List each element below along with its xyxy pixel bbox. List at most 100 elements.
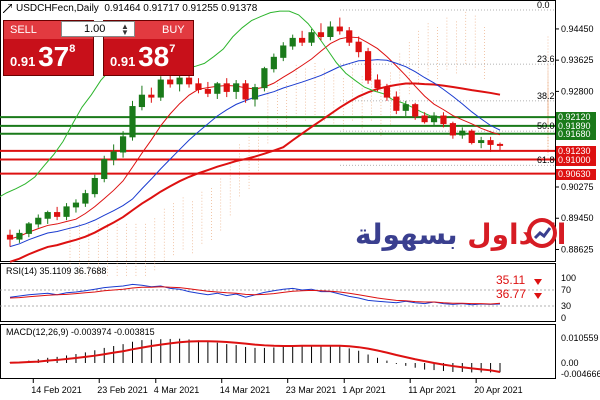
horizontal-levels: 0.0 23.6 38.2 50.0 61.8 [0,0,555,175]
price-tag: 0.91680 [556,128,596,140]
candle-bear [487,140,494,145]
sell-price-sup: 8 [69,43,76,55]
fibo-label: 50.0 [537,121,555,131]
candle-bear [6,234,14,240]
candle-bear [204,89,211,94]
candle-bull [176,77,183,85]
candle-bull [157,79,164,98]
price-tag: 0.91890 [556,120,596,132]
candle-bull [119,136,127,153]
candle-bull [25,223,32,234]
candle-bull [63,206,70,217]
candle-bull [91,177,98,195]
fibo-label: 61.8 [537,155,555,165]
sell-price: 0.91 378 [10,43,75,71]
rsi-tick-label: 0 [561,313,566,323]
watermark-logo: التداول بسهولة [355,214,566,258]
buy-price-sup: 7 [169,43,176,55]
candle-bear [374,79,381,89]
ohlc-values: 0.91464 0.91717 0.91255 0.91378 [104,3,258,14]
rsi-pane-border [0,263,556,322]
candle-bear [412,104,419,117]
chart-symbol-icon [3,4,12,13]
rsi-tick-label: 30 [561,301,571,311]
candle-bull [110,151,117,161]
fibo-label: 38.2 [537,91,555,101]
candle-bear [468,130,475,144]
price-tag: 0.91230 [556,145,596,157]
candle-bull [72,202,80,208]
fibo-label: 23.6 [537,54,555,64]
candle-bull [270,56,277,70]
time-tick-label: 20 Apr 2021 [474,385,523,395]
candle-bull [289,37,296,47]
rsi-arrow-down-icon [534,279,542,285]
candle-bear [185,77,193,85]
candle-bull [261,68,268,89]
lagging-span-line [0,10,441,198]
candle-bull [280,45,287,58]
fibo-label: 0.0 [537,0,550,10]
time-tick-label: 14 Feb 2021 [31,385,82,395]
candle-bear [242,83,249,100]
candle-bull [402,104,409,111]
main-pane-border [0,0,556,262]
time-tick-label: 11 Apr 2021 [408,385,456,395]
candle-bull [82,193,89,204]
rsi-value-2: 36.77 [496,287,526,301]
candle-bear [223,83,230,92]
candle-bear [317,32,325,38]
price-tag: 0.92120 [556,112,596,124]
candle-bull [214,83,221,94]
lot-stepper-icon[interactable]: ▲ ▼ [121,22,129,37]
chart-header: USDCHFecn,Daily 0.91464 0.91717 0.91255 … [16,3,257,14]
candle-bull [430,115,438,123]
time-tick-label: 23 Mar 2021 [286,385,337,395]
candle-bull [327,26,334,38]
macd-title: MACD(12,26,9) -0.003974 -0.003815 [6,327,155,337]
macd-tick-label: 0.010559 [561,333,599,343]
macd-tick-label: -0.004666 [561,369,600,379]
candle-bear [195,83,202,91]
macd-pane-border [0,324,556,379]
price-tick-label: 0.92800 [561,86,594,96]
candle-bull [101,159,108,179]
price-tick-label: 0.88625 [561,244,594,254]
time-tick-label: 14 Mar 2021 [220,385,271,395]
rsi-signal-line [9,286,501,305]
candle-bear [421,115,428,123]
rsi-tick-label: 100 [561,273,576,283]
time-tick-label: 1 Apr 2021 [342,385,386,395]
price-tag: 0.91000 [556,154,596,166]
rsi-title: RSI(14) 35.1109 36.7688 [6,266,106,276]
price-tag: 0.90630 [556,168,596,180]
one-click-trading-panel: SELL 0.91 378 BUY 0.91 387 1.00 ▲ ▼ [3,20,196,78]
candle-bear [299,37,306,43]
watermark-part2: بسهولة [355,218,458,251]
candle-bull [44,212,51,219]
sell-price-prefix: 0.91 [10,54,36,69]
candle-bull [129,106,136,138]
rsi-arrow-down-icon [534,293,542,299]
lot-size-input[interactable]: 1.00 ▲ ▼ [61,21,135,37]
price-tick-label: 0.89450 [561,213,594,223]
candle-bear [440,115,447,125]
macd-tick-label: 0.00 [561,358,579,368]
candle-bull [251,87,259,100]
price-tick-label: 0.94450 [561,24,594,34]
candle-bear [54,212,61,217]
candle-bear [496,143,504,146]
candle-bull [459,130,466,136]
rsi-value-1: 35.11 [496,273,525,287]
time-tick-label: 4 Mar 2021 [154,385,200,395]
candle-bear [355,41,362,53]
candle-bear [383,87,391,98]
macd-indicator: MACD(12,26,9) -0.003974 -0.003815 [6,327,501,373]
ma-slow-line [9,82,501,263]
candle-bear [393,96,400,111]
symbol-timeframe: USDCHFecn,Daily [16,3,99,14]
candle-bull [138,94,146,108]
candle-bear [148,94,155,98]
candle-bear [346,30,353,43]
